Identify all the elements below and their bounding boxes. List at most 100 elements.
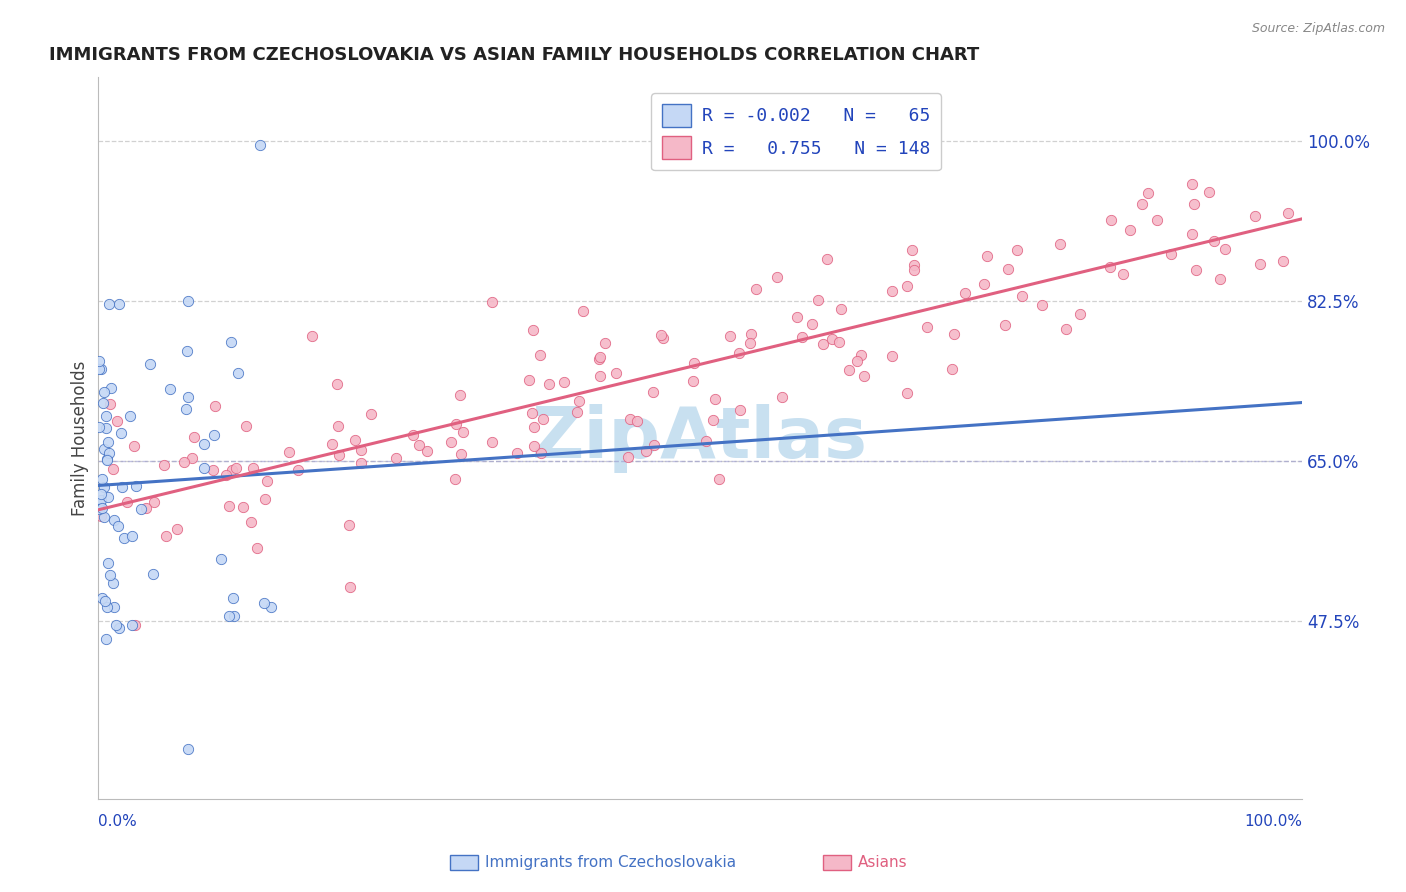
Point [87, 362, 110, 376]
Point [97, 446, 120, 460]
Point [1136, 186, 1159, 200]
Point [522, 323, 544, 337]
Point [1244, 209, 1267, 223]
Point [209, 552, 232, 566]
Point [339, 580, 361, 594]
Point [96, 600, 118, 615]
Point [1011, 289, 1033, 303]
Point [93, 442, 115, 456]
Point [531, 412, 554, 426]
Point [481, 294, 503, 309]
Point [110, 426, 132, 441]
Text: Immigrants from Czechoslovakia: Immigrants from Czechoslovakia [485, 855, 737, 870]
Point [87, 354, 110, 368]
Point [523, 420, 546, 434]
Point [682, 374, 704, 388]
Point [450, 447, 472, 461]
Point [176, 402, 198, 417]
Point [117, 495, 139, 509]
Text: 100.0%: 100.0% [1244, 814, 1302, 829]
Point [450, 387, 472, 401]
Point [219, 334, 242, 349]
Point [1202, 234, 1225, 248]
Point [105, 618, 128, 632]
Point [215, 468, 238, 483]
Point [143, 494, 166, 508]
Point [588, 351, 610, 366]
Point [519, 372, 541, 386]
Point [896, 279, 918, 293]
Point [93, 384, 115, 399]
Point [204, 428, 226, 442]
Y-axis label: Family Households: Family Households [72, 360, 89, 516]
Point [941, 362, 963, 376]
Point [408, 438, 430, 452]
Point [173, 455, 195, 469]
Point [193, 460, 215, 475]
Point [122, 439, 145, 453]
Point [301, 329, 323, 343]
Point [107, 519, 129, 533]
Point [903, 258, 925, 272]
Point [807, 293, 830, 307]
Point [595, 336, 617, 351]
Point [91, 472, 114, 486]
Point [1130, 196, 1153, 211]
Point [224, 609, 246, 624]
Point [643, 438, 665, 452]
Point [202, 463, 225, 477]
Point [1181, 178, 1204, 192]
Point [385, 450, 408, 465]
Point [973, 277, 995, 291]
Point [821, 332, 844, 346]
Point [786, 310, 808, 325]
Point [108, 297, 131, 311]
Text: IMMIGRANTS FROM CZECHOSLOVAKIA VS ASIAN FAMILY HOUSEHOLDS CORRELATION CHART: IMMIGRANTS FROM CZECHOSLOVAKIA VS ASIAN … [49, 46, 980, 64]
Point [166, 522, 188, 536]
Point [111, 480, 134, 494]
Point [225, 460, 247, 475]
Point [181, 451, 204, 466]
Point [242, 461, 264, 475]
Point [87, 419, 110, 434]
Point [177, 294, 200, 309]
Point [93, 594, 115, 608]
Point [129, 502, 152, 516]
Point [682, 356, 704, 370]
Point [1031, 298, 1053, 312]
Point [89, 496, 111, 510]
Point [589, 368, 612, 383]
Point [105, 414, 128, 428]
Point [246, 541, 269, 555]
Point [616, 450, 638, 464]
Point [838, 363, 860, 377]
Point [337, 517, 360, 532]
Point [828, 334, 851, 349]
Point [416, 443, 439, 458]
Point [96, 451, 118, 466]
Text: 0.0%: 0.0% [97, 814, 136, 829]
Point [523, 439, 546, 453]
Point [204, 399, 226, 413]
Point [87, 501, 110, 516]
Point [880, 284, 903, 298]
Point [326, 418, 349, 433]
Point [121, 618, 143, 632]
Point [183, 430, 205, 444]
Point [103, 600, 125, 615]
Point [849, 348, 872, 362]
Point [139, 357, 162, 371]
Point [98, 567, 121, 582]
Point [350, 456, 373, 470]
Point [1069, 307, 1091, 321]
Point [91, 500, 114, 515]
Point [976, 249, 998, 263]
Point [811, 337, 834, 351]
Point [121, 529, 143, 543]
Point [605, 366, 627, 380]
Point [830, 302, 852, 317]
Point [942, 326, 965, 341]
Point [853, 369, 876, 384]
Point [125, 479, 148, 493]
Point [537, 377, 560, 392]
